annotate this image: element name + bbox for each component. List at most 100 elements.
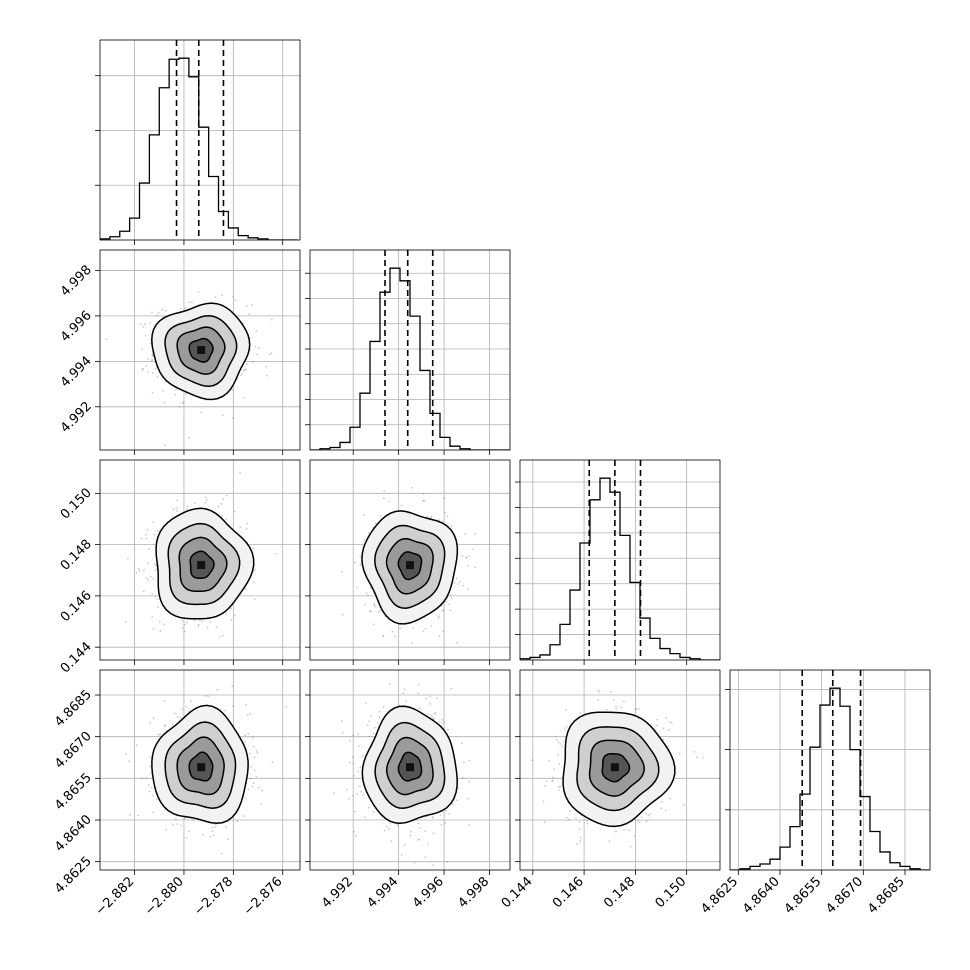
sample-point — [145, 365, 148, 368]
sample-point — [399, 627, 402, 630]
sample-point — [247, 732, 250, 735]
panel-content — [520, 460, 720, 660]
sample-point — [176, 823, 179, 825]
sample-point — [173, 712, 176, 715]
sample-point — [205, 499, 208, 502]
sample-point — [376, 722, 379, 724]
sample-point — [202, 833, 204, 836]
sample-point — [447, 728, 449, 731]
panel-content — [100, 250, 300, 450]
sample-point — [359, 555, 362, 558]
density-contour — [176, 326, 226, 375]
sample-point — [232, 705, 235, 707]
sample-point — [442, 722, 444, 724]
sample-point — [450, 687, 453, 690]
sample-point — [351, 756, 354, 758]
sample-point — [368, 735, 371, 738]
density-contour — [361, 705, 458, 825]
y-tick-label: 0.150 — [58, 486, 95, 523]
density-contour — [562, 711, 676, 828]
sample-point — [466, 797, 469, 800]
sample-point — [391, 630, 394, 633]
sample-point — [417, 839, 420, 841]
sample-point — [608, 840, 611, 842]
sample-point — [186, 505, 189, 508]
sample-point — [638, 708, 641, 710]
sample-point — [431, 716, 434, 719]
sample-point — [388, 828, 390, 830]
sample-point — [176, 499, 178, 502]
sample-point — [446, 861, 449, 864]
sample-point — [441, 609, 444, 612]
sample-point — [465, 556, 467, 559]
sample-point — [660, 807, 663, 810]
sample-point — [609, 691, 612, 693]
sample-point — [150, 575, 152, 578]
sample-point — [649, 813, 652, 815]
sample-point — [383, 829, 386, 832]
sample-point — [240, 374, 243, 377]
sample-point — [468, 824, 471, 826]
sample-point — [163, 401, 166, 404]
sample-point — [701, 756, 704, 759]
density-contour — [189, 550, 215, 579]
sample-point — [670, 722, 673, 724]
sample-point — [559, 785, 562, 788]
sample-point — [557, 789, 560, 791]
sample-point — [147, 579, 149, 581]
sample-point — [255, 330, 258, 333]
sample-point — [183, 623, 186, 626]
density-contour — [385, 736, 434, 796]
sample-point — [242, 396, 245, 399]
sample-point — [363, 514, 366, 517]
sample-point — [417, 822, 420, 825]
sample-point — [231, 685, 234, 688]
sample-point — [186, 621, 188, 624]
sample-point — [640, 816, 643, 819]
sample-point — [363, 539, 366, 541]
sample-point — [253, 756, 256, 758]
sample-point — [255, 775, 258, 778]
sample-point — [172, 508, 175, 511]
sample-point — [430, 515, 433, 518]
sample-point — [239, 526, 242, 529]
sample-point — [468, 555, 471, 558]
density-contour — [167, 522, 241, 606]
sample-point — [215, 626, 218, 629]
sample-point — [352, 795, 354, 797]
panel-frame — [99, 39, 301, 241]
sample-point — [636, 819, 639, 822]
sample-point — [449, 594, 452, 597]
density-peak — [406, 763, 414, 772]
sample-point — [244, 740, 246, 743]
panel-frame — [519, 459, 721, 661]
sample-point — [172, 723, 174, 726]
density-contour — [601, 753, 631, 783]
sample-point — [542, 800, 545, 803]
sample-point — [382, 706, 385, 709]
y-tick-label: 4.8640 — [52, 812, 95, 855]
histogram-step — [310, 267, 510, 450]
sample-point — [124, 621, 127, 623]
sample-point — [422, 630, 425, 633]
sample-point — [140, 323, 142, 326]
sample-point — [379, 609, 381, 612]
sample-point — [209, 835, 212, 838]
sample-point — [661, 800, 663, 803]
sample-point — [156, 314, 158, 317]
sample-point — [402, 692, 405, 695]
sample-point — [418, 838, 420, 841]
sample-point — [457, 787, 459, 790]
sample-point — [667, 728, 670, 731]
sample-point — [137, 567, 140, 570]
sample-point — [135, 572, 138, 574]
sample-point — [456, 641, 459, 644]
y-tick-label: 0.148 — [58, 537, 95, 574]
panel-frame — [99, 249, 301, 451]
panel-frame — [309, 669, 511, 871]
sample-point — [147, 358, 150, 360]
y-tick-label: 4.8685 — [52, 687, 95, 730]
sample-point — [435, 697, 438, 700]
sample-point — [422, 493, 425, 495]
sample-point — [455, 799, 458, 802]
